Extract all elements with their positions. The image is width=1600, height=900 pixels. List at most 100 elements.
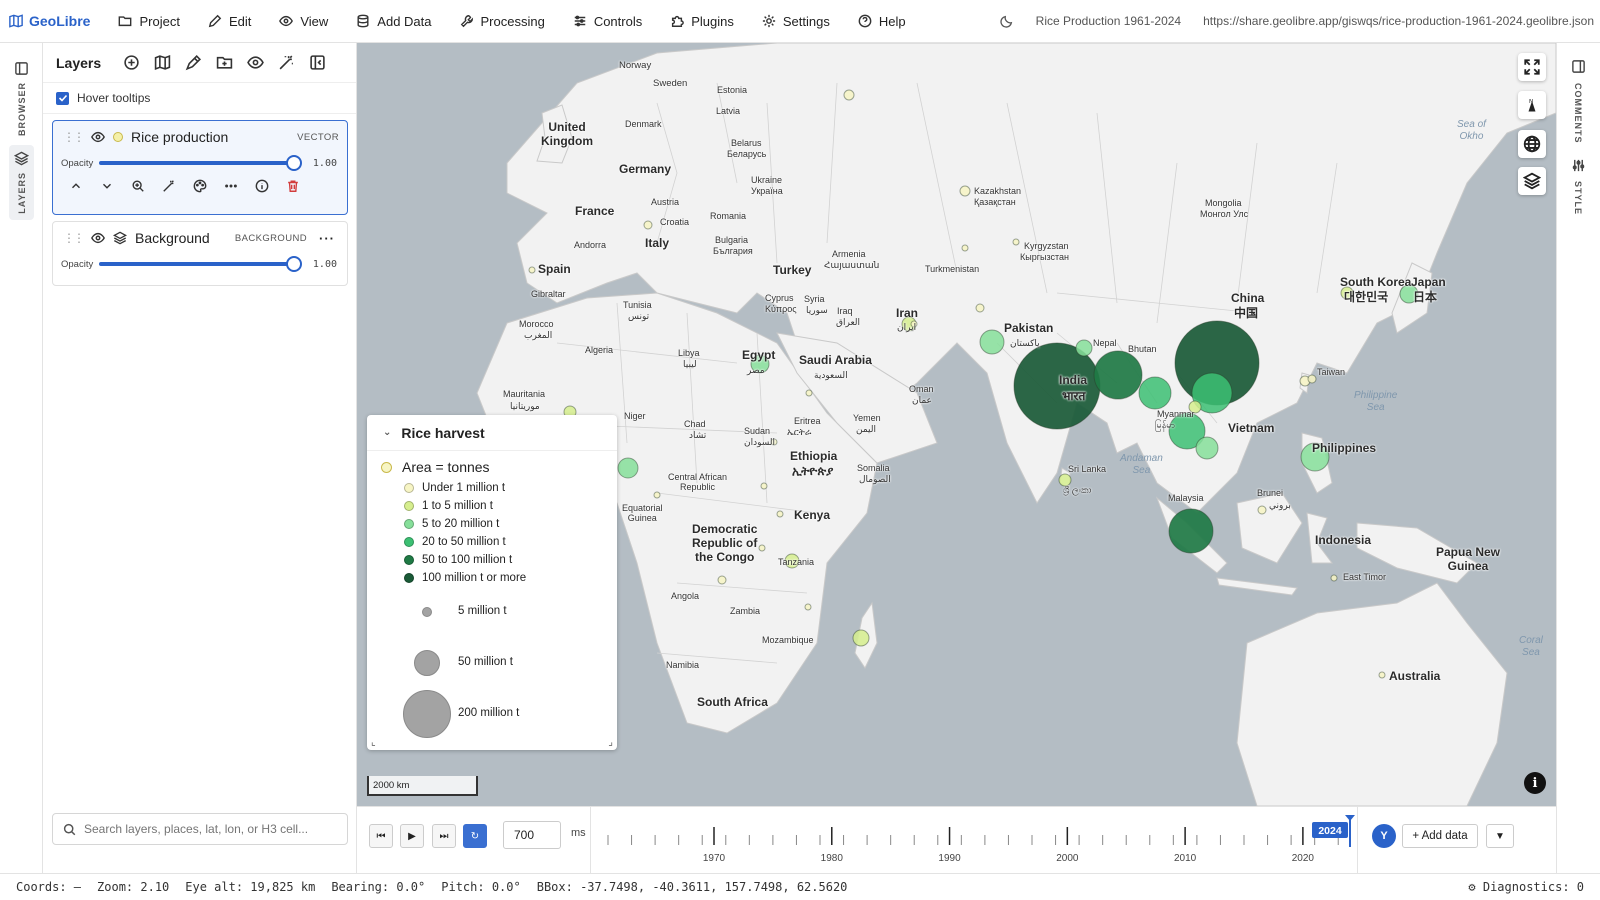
rail-label-style[interactable]: STYLE	[1573, 181, 1583, 216]
rice-bubble[interactable]	[852, 629, 870, 647]
interval-input[interactable]: 700	[503, 821, 561, 849]
menu-plugins[interactable]: Plugins	[656, 0, 748, 43]
resize-handle-icon[interactable]: ⌟	[608, 737, 613, 748]
rice-bubble[interactable]	[776, 510, 784, 518]
move-down-icon[interactable]	[100, 179, 114, 193]
add-data-button[interactable]: + Add data	[1402, 824, 1478, 848]
legend-header[interactable]: ⌄ Rice harvest	[367, 415, 617, 451]
rice-bubble[interactable]	[1191, 372, 1233, 414]
opacity-slider[interactable]	[99, 256, 303, 272]
attribution-info-icon[interactable]: i	[1524, 772, 1546, 794]
rice-bubble[interactable]	[1195, 436, 1219, 460]
rice-bubble[interactable]	[979, 329, 1005, 355]
sidebar-right-icon[interactable]	[1571, 59, 1586, 74]
play-button[interactable]: ▶	[400, 824, 424, 848]
map-canvas[interactable]: Norway Sweden Estonia Latvia Denmark United Ki…	[357, 43, 1556, 806]
rice-bubble[interactable]	[758, 544, 766, 552]
menu-processing[interactable]: Processing	[446, 0, 559, 43]
menu-help[interactable]: Help	[844, 0, 920, 43]
menu-view[interactable]: View	[265, 0, 342, 43]
more-icon[interactable]	[224, 179, 238, 193]
layer-card-background[interactable]: ⋮⋮ Background BACKGROUND ··· Opacity 1.0…	[52, 221, 348, 286]
rice-bubble[interactable]	[1058, 473, 1072, 487]
rice-bubble[interactable]	[959, 185, 971, 197]
move-up-icon[interactable]	[69, 179, 83, 193]
rail-tab-layers[interactable]: LAYERS	[9, 145, 34, 220]
user-avatar[interactable]: Y	[1372, 824, 1396, 848]
fullscreen-button[interactable]	[1518, 53, 1546, 81]
rice-bubble[interactable]	[1330, 574, 1338, 582]
rice-bubble[interactable]	[1257, 505, 1267, 515]
rice-bubble[interactable]	[617, 457, 639, 479]
palette-icon[interactable]	[193, 179, 207, 193]
search-input[interactable]	[84, 822, 334, 836]
info-icon[interactable]	[255, 179, 269, 193]
rice-bubble[interactable]	[528, 266, 536, 274]
rice-bubble[interactable]	[1307, 374, 1317, 384]
compass-button[interactable]: N	[1518, 91, 1546, 119]
more-icon[interactable]: ···	[319, 230, 335, 246]
rice-bubble[interactable]	[1300, 442, 1330, 472]
menu-settings[interactable]: Settings	[748, 0, 844, 43]
visibility-icon[interactable]	[247, 54, 264, 71]
eye-icon[interactable]	[91, 130, 105, 144]
rice-bubble[interactable]	[1168, 412, 1206, 450]
chevron-down-icon[interactable]: ⌄	[383, 427, 392, 438]
rice-bubble[interactable]	[910, 320, 918, 328]
skip-forward-button[interactable]: ⏭	[432, 824, 456, 848]
moon-icon[interactable]	[999, 14, 1014, 28]
add-layer-icon[interactable]	[123, 54, 140, 71]
identify-icon[interactable]	[162, 179, 176, 193]
rice-bubble[interactable]	[1138, 376, 1172, 410]
zoom-to-layer-icon[interactable]	[131, 179, 145, 193]
share-url[interactable]: https://share.geolibre.app/giswqs/rice-p…	[1203, 14, 1594, 28]
folder-plus-icon[interactable]	[216, 54, 233, 71]
menu-project[interactable]: Project	[104, 0, 193, 43]
rice-bubble[interactable]	[760, 482, 768, 490]
opacity-slider[interactable]	[99, 155, 303, 171]
rice-bubble[interactable]	[1188, 400, 1202, 414]
rice-bubble[interactable]	[1168, 508, 1214, 554]
rice-bubble[interactable]	[805, 389, 813, 397]
rice-bubble[interactable]	[1340, 286, 1354, 300]
collapse-panel-icon[interactable]	[309, 54, 326, 71]
rice-bubble[interactable]	[653, 491, 661, 499]
globe-button[interactable]	[1518, 130, 1546, 158]
hover-tooltips-checkbox[interactable]	[56, 91, 69, 105]
rice-bubble[interactable]	[770, 438, 778, 446]
layer-card-rice-production[interactable]: ⋮⋮ Rice production VECTOR Opacity 1.00	[52, 120, 348, 215]
trash-icon[interactable]	[286, 179, 300, 193]
layer-search[interactable]	[52, 813, 348, 845]
skip-back-button[interactable]: ⏮	[369, 824, 393, 848]
layer-switcher-button[interactable]	[1518, 167, 1546, 195]
rice-bubble[interactable]	[1093, 350, 1143, 400]
basemap-icon[interactable]	[154, 54, 171, 71]
menu-controls[interactable]: Controls	[559, 0, 656, 43]
menu-edit[interactable]: Edit	[194, 0, 265, 43]
opacity-slider-thumb[interactable]	[286, 256, 303, 272]
rail-tab-browser[interactable]: BROWSER	[9, 55, 34, 142]
drag-handle-icon[interactable]: ⋮⋮	[63, 231, 85, 245]
magic-wand-icon[interactable]	[278, 54, 295, 71]
resize-handle-icon[interactable]: ⌞	[371, 737, 376, 748]
rice-bubble[interactable]	[1012, 238, 1020, 246]
rice-bubble[interactable]	[804, 603, 812, 611]
current-year-handle[interactable]	[1345, 815, 1355, 821]
eye-icon[interactable]	[91, 231, 105, 245]
rice-bubble[interactable]	[1075, 339, 1093, 357]
rice-bubble[interactable]	[717, 575, 727, 585]
rice-bubble[interactable]	[1399, 284, 1419, 304]
rice-bubble[interactable]	[975, 303, 985, 313]
add-data-dropdown-button[interactable]: ▼	[1486, 824, 1514, 848]
rice-bubble[interactable]	[750, 354, 770, 374]
rice-bubble[interactable]	[784, 553, 800, 569]
loop-button[interactable]: ↻	[463, 824, 487, 848]
rice-bubble[interactable]	[961, 244, 969, 252]
opacity-slider-thumb[interactable]	[286, 155, 303, 171]
draw-icon[interactable]	[185, 54, 202, 71]
rail-label-comments[interactable]: COMMENTS	[1573, 83, 1583, 144]
status-diagnostics[interactable]: ⚙ Diagnostics: 0	[1468, 880, 1600, 894]
rice-bubble[interactable]	[643, 220, 653, 230]
rice-bubble[interactable]	[843, 89, 855, 101]
drag-handle-icon[interactable]: ⋮⋮	[63, 130, 85, 144]
